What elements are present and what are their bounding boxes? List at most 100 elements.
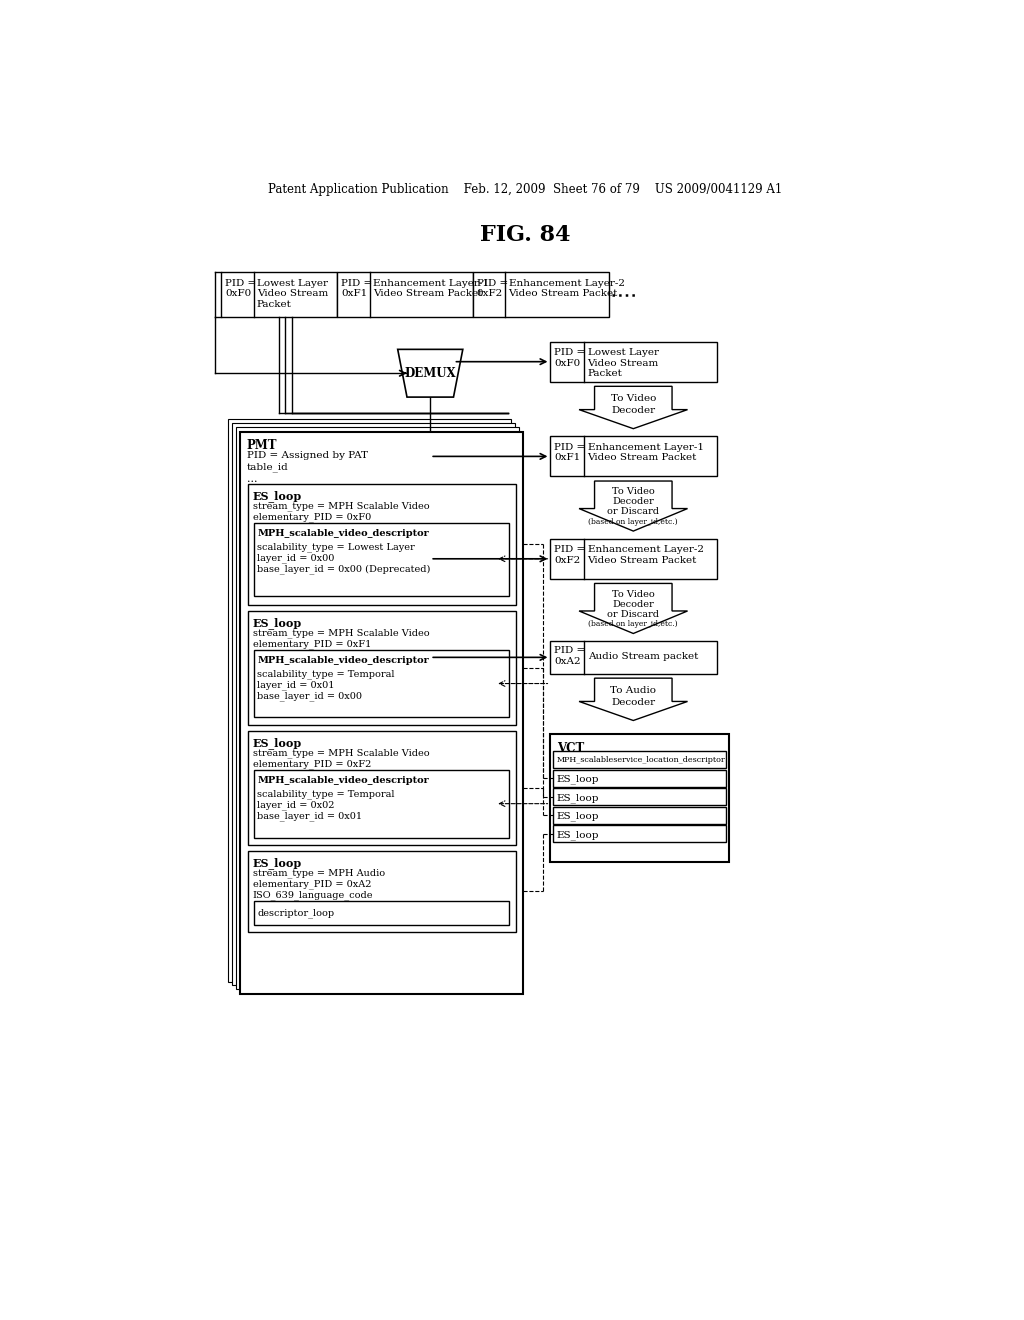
Text: PID =: PID =: [477, 279, 508, 288]
Text: PID =: PID =: [341, 279, 373, 288]
Text: elementary_PID = 0xF1: elementary_PID = 0xF1: [253, 639, 371, 648]
FancyBboxPatch shape: [221, 272, 337, 317]
Text: To Video: To Video: [610, 395, 656, 403]
Text: Decoder: Decoder: [611, 697, 655, 706]
Text: scalability_type = Temporal: scalability_type = Temporal: [257, 669, 395, 680]
FancyBboxPatch shape: [241, 432, 523, 994]
Text: 0xF2: 0xF2: [554, 556, 581, 565]
Text: Enhancement Layer-2: Enhancement Layer-2: [588, 545, 703, 554]
FancyBboxPatch shape: [473, 272, 608, 317]
FancyBboxPatch shape: [248, 731, 515, 845]
Text: or Discard: or Discard: [607, 507, 659, 516]
Polygon shape: [397, 350, 463, 397]
FancyBboxPatch shape: [554, 788, 726, 805]
Text: ES_loop: ES_loop: [253, 738, 302, 750]
Text: PID =: PID =: [554, 442, 586, 451]
Polygon shape: [579, 480, 687, 531]
FancyBboxPatch shape: [248, 484, 515, 605]
Polygon shape: [579, 678, 687, 721]
Text: ES_loop: ES_loop: [557, 793, 599, 803]
Text: PMT: PMT: [247, 440, 278, 453]
FancyBboxPatch shape: [248, 611, 515, 725]
Text: FIG. 84: FIG. 84: [479, 224, 570, 247]
FancyBboxPatch shape: [236, 428, 518, 989]
FancyBboxPatch shape: [254, 900, 509, 925]
Text: 0xF1: 0xF1: [554, 453, 581, 462]
Text: MPH_scalable_video_descriptor: MPH_scalable_video_descriptor: [257, 529, 429, 537]
Text: ES_loop: ES_loop: [557, 830, 599, 840]
Text: stream_type = MPH Scalable Video: stream_type = MPH Scalable Video: [253, 628, 429, 638]
FancyBboxPatch shape: [554, 770, 726, 787]
Text: table_id: table_id: [247, 462, 289, 473]
Text: To Audio: To Audio: [610, 686, 656, 694]
Text: stream_type = MPH Scalable Video: stream_type = MPH Scalable Video: [253, 748, 429, 758]
FancyBboxPatch shape: [550, 642, 717, 673]
Text: elementary_PID = 0xF0: elementary_PID = 0xF0: [253, 512, 371, 521]
FancyBboxPatch shape: [231, 424, 515, 985]
FancyBboxPatch shape: [254, 770, 509, 838]
Text: PID = Assigned by PAT: PID = Assigned by PAT: [247, 451, 368, 459]
Text: MPH_scalable_video_descriptor: MPH_scalable_video_descriptor: [257, 656, 429, 665]
Text: stream_type = MPH Audio: stream_type = MPH Audio: [253, 869, 385, 878]
Text: MPH_scalableservice_location_descriptor: MPH_scalableservice_location_descriptor: [557, 756, 725, 764]
Text: Enhancement Layer-1: Enhancement Layer-1: [588, 442, 703, 451]
Text: elementary_PID = 0xF2: elementary_PID = 0xF2: [253, 759, 371, 768]
Text: To Video: To Video: [612, 590, 654, 599]
Text: (based on layer_id,etc.): (based on layer_id,etc.): [589, 620, 678, 628]
Text: Enhancement Layer-2: Enhancement Layer-2: [509, 279, 625, 288]
Text: Packet: Packet: [257, 300, 292, 309]
FancyBboxPatch shape: [550, 734, 729, 862]
Text: Video Stream: Video Stream: [257, 289, 328, 298]
Text: Video Stream: Video Stream: [588, 359, 658, 367]
Text: descriptor_loop: descriptor_loop: [257, 908, 335, 919]
Text: Patent Application Publication    Feb. 12, 2009  Sheet 76 of 79    US 2009/00411: Patent Application Publication Feb. 12, …: [267, 182, 782, 195]
Text: Video Stream Packet: Video Stream Packet: [509, 289, 617, 298]
FancyBboxPatch shape: [550, 437, 717, 477]
Text: ES_loop: ES_loop: [253, 618, 302, 630]
Text: ES_loop: ES_loop: [253, 490, 302, 502]
FancyBboxPatch shape: [248, 851, 515, 932]
Text: PID =: PID =: [554, 348, 586, 356]
Text: To Video: To Video: [612, 487, 654, 496]
Text: Video Stream Packet: Video Stream Packet: [588, 453, 697, 462]
FancyBboxPatch shape: [337, 272, 473, 317]
Text: PID =: PID =: [554, 545, 586, 554]
Text: PID =: PID =: [225, 279, 256, 288]
FancyBboxPatch shape: [554, 751, 726, 768]
Text: base_layer_id = 0x00: base_layer_id = 0x00: [257, 692, 362, 701]
FancyBboxPatch shape: [254, 649, 509, 718]
Text: scalability_type = Lowest Layer: scalability_type = Lowest Layer: [257, 543, 415, 552]
Text: Video Stream Packet: Video Stream Packet: [373, 289, 482, 298]
Text: Enhancement Layer-1: Enhancement Layer-1: [373, 279, 488, 288]
Text: 0xF0: 0xF0: [225, 289, 251, 298]
Text: layer_id = 0x01: layer_id = 0x01: [257, 681, 335, 690]
Text: Decoder: Decoder: [611, 405, 655, 414]
Text: (based on layer_id,etc.): (based on layer_id,etc.): [589, 517, 678, 525]
FancyBboxPatch shape: [554, 807, 726, 824]
Text: Lowest Layer: Lowest Layer: [257, 279, 328, 288]
Text: layer_id = 0x00: layer_id = 0x00: [257, 553, 335, 564]
Text: Lowest Layer: Lowest Layer: [588, 348, 658, 356]
Text: Packet: Packet: [588, 370, 623, 379]
Text: Decoder: Decoder: [612, 498, 654, 507]
Text: 0xA2: 0xA2: [554, 656, 581, 665]
Text: Decoder: Decoder: [612, 599, 654, 609]
Text: layer_id = 0x02: layer_id = 0x02: [257, 800, 335, 810]
Text: 0xF1: 0xF1: [341, 289, 368, 298]
Text: or Discard: or Discard: [607, 610, 659, 619]
Text: 0xF0: 0xF0: [554, 359, 581, 367]
Text: 0xF2: 0xF2: [477, 289, 503, 298]
Text: base_layer_id = 0x01: base_layer_id = 0x01: [257, 812, 362, 821]
FancyBboxPatch shape: [550, 342, 717, 381]
Text: MPH_scalable_video_descriptor: MPH_scalable_video_descriptor: [257, 776, 429, 785]
Text: VCT: VCT: [557, 742, 584, 755]
Text: ES_loop: ES_loop: [253, 858, 302, 870]
Text: Video Stream Packet: Video Stream Packet: [588, 556, 697, 565]
Text: base_layer_id = 0x00 (Deprecated): base_layer_id = 0x00 (Deprecated): [257, 564, 431, 574]
Text: scalability_type = Temporal: scalability_type = Temporal: [257, 789, 395, 800]
Text: elementary_PID = 0xA2: elementary_PID = 0xA2: [253, 879, 372, 888]
FancyBboxPatch shape: [228, 420, 511, 982]
Text: stream_type = MPH Scalable Video: stream_type = MPH Scalable Video: [253, 502, 429, 511]
FancyBboxPatch shape: [550, 539, 717, 579]
Polygon shape: [579, 583, 687, 634]
